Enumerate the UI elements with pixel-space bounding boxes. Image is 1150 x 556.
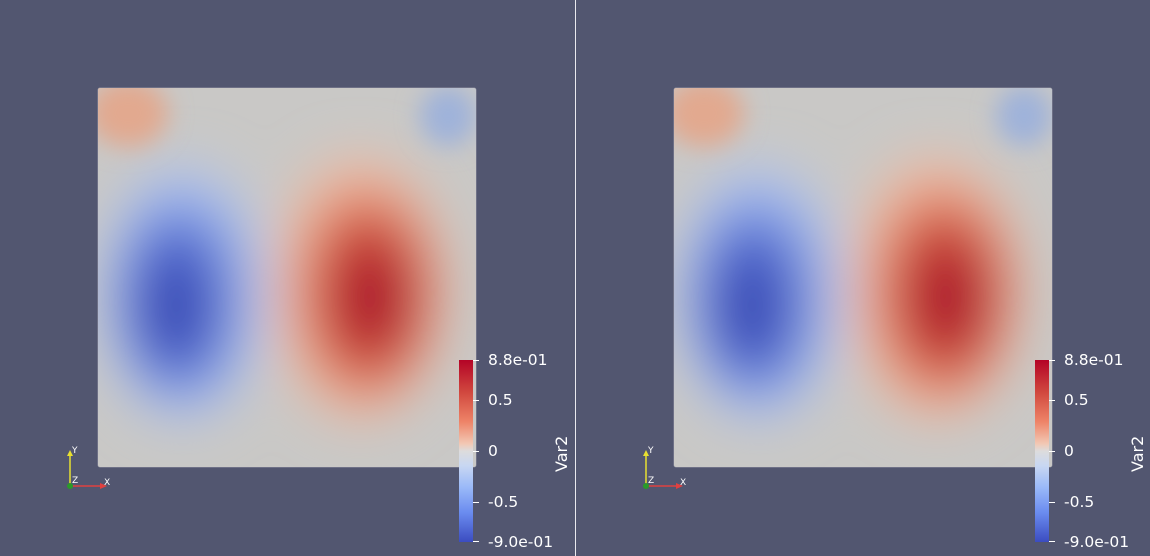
- orientation-axes: Y X Z: [636, 444, 692, 494]
- tick-mark: [473, 400, 479, 401]
- tick-mark: [473, 451, 479, 452]
- colormap-bar: [459, 360, 473, 542]
- legend-title: Var2: [552, 435, 571, 472]
- legend-tick-label: -0.5: [488, 493, 519, 511]
- tick-mark: [473, 502, 479, 503]
- legend-min-label: -9.0e-01: [488, 533, 554, 551]
- axis-y-label: Y: [72, 446, 78, 456]
- color-legend: 8.8e-01 0.5 0 -0.5 -9.0e-01: [459, 352, 553, 550]
- legend-tick-label: 0.5: [488, 391, 513, 409]
- legend-max-label: 8.8e-01: [488, 351, 548, 369]
- legend-title: Var2: [1128, 435, 1147, 472]
- tick-mark-max: [473, 360, 479, 361]
- tick-mark: [1049, 451, 1055, 452]
- legend-tick-label: 0: [1064, 442, 1074, 460]
- colormap-bar: [1035, 360, 1049, 542]
- render-view-left[interactable]: 8.8e-01 0.5 0 -0.5 -9.0e-01 Var2 Y X Z: [0, 0, 575, 556]
- tick-mark-min: [1049, 541, 1055, 542]
- legend-tick-label: -0.5: [1064, 493, 1095, 511]
- legend-tick-label: 0: [488, 442, 498, 460]
- axis-x-label: X: [104, 478, 111, 488]
- legend-tick-label: 0.5: [1064, 391, 1089, 409]
- axis-x-label: X: [680, 478, 687, 488]
- legend-min-label: -9.0e-01: [1064, 533, 1130, 551]
- render-view-right[interactable]: 8.8e-01 0.5 0 -0.5 -9.0e-01 Var2 Y X Z: [576, 0, 1150, 556]
- color-legend: 8.8e-01 0.5 0 -0.5 -9.0e-01: [1035, 352, 1129, 550]
- axis-z-label: Z: [72, 476, 79, 486]
- surface-plot[interactable]: [674, 88, 1052, 467]
- tick-mark-min: [473, 541, 479, 542]
- tick-mark: [1049, 502, 1055, 503]
- orientation-axes: Y X Z: [60, 444, 116, 494]
- tick-mark: [1049, 400, 1055, 401]
- tick-mark-max: [1049, 360, 1055, 361]
- surface-plot[interactable]: [98, 88, 476, 467]
- legend-max-label: 8.8e-01: [1064, 351, 1124, 369]
- axis-y-label: Y: [648, 446, 654, 456]
- axis-z-label: Z: [648, 476, 655, 486]
- view-splitter[interactable]: [575, 0, 576, 556]
